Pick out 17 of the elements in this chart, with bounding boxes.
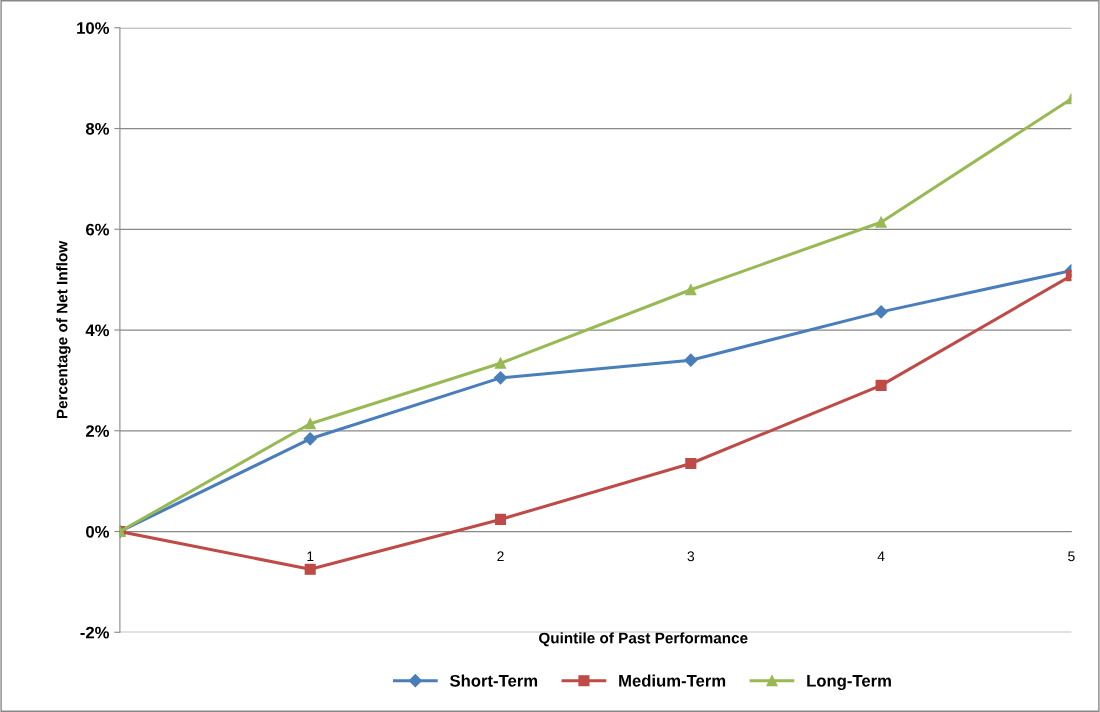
- y-axis-title: Percentage of Net Inflow: [56, 240, 71, 419]
- y-tick-label: 8%: [85, 122, 110, 135]
- x-tick-label: 4: [877, 551, 885, 562]
- x-tick-label: 5: [1068, 551, 1075, 562]
- y-tick-label: 4%: [85, 324, 110, 337]
- y-tick-label: 10%: [77, 22, 110, 34]
- x-tick-label: 1: [307, 551, 314, 562]
- x-tick-label: 3: [687, 551, 695, 562]
- y-tick-label: -2%: [80, 626, 110, 639]
- legend-label: Medium-Term: [619, 674, 726, 687]
- y-tick-label: 0%: [86, 525, 110, 538]
- x-tick-label: 2: [497, 551, 504, 562]
- legend-label: Short-Term: [449, 674, 538, 687]
- y-tick-label: 2%: [85, 425, 110, 437]
- y-tick-label: 6%: [86, 223, 110, 236]
- legend-label: Long-Term: [807, 675, 891, 691]
- x-axis-title: Quintile of Past Performance: [539, 632, 748, 647]
